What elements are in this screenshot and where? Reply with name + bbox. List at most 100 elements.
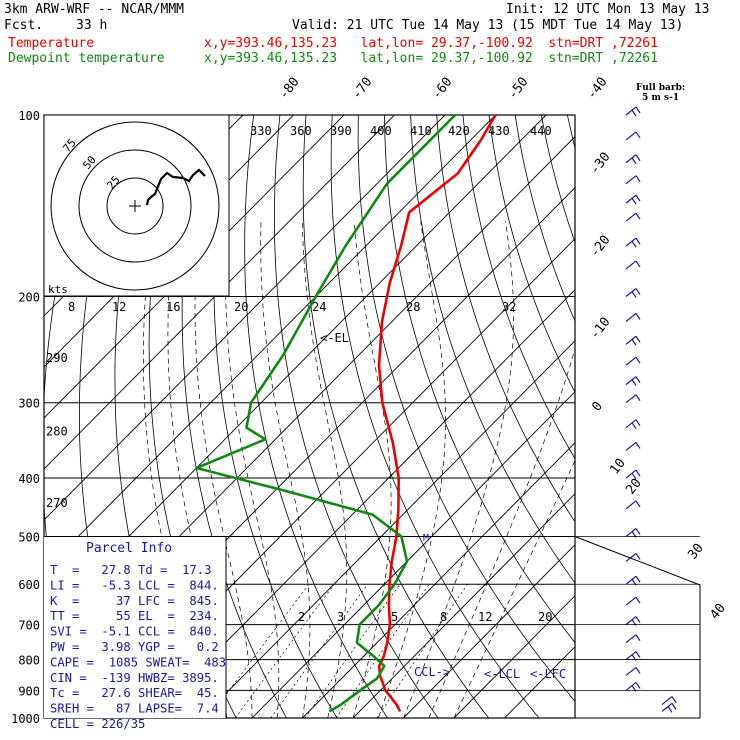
wind-barb bbox=[625, 376, 641, 386]
isotherm-line bbox=[302, 442, 575, 718]
pressure-tick-label: 600 bbox=[18, 578, 40, 592]
mixing-ratio-line bbox=[235, 583, 335, 718]
pressure-tick-label: 700 bbox=[18, 619, 40, 633]
isotherm-label: 0 bbox=[589, 399, 606, 414]
valid-time: Valid: 21 UTC Tue 14 May 13 (15 MDT Tue … bbox=[292, 18, 684, 33]
parcel-info-row: CELL = 226/35 bbox=[50, 717, 145, 731]
dry-adiabat bbox=[273, 115, 439, 718]
isotherm-line bbox=[504, 646, 575, 718]
isotherm-label: 40 bbox=[707, 601, 728, 623]
init-time: Init: 12 UTC Mon 13 May 13 bbox=[506, 2, 710, 17]
wind-barb bbox=[625, 596, 641, 606]
isotherm-line bbox=[251, 391, 575, 718]
dry-adiabat bbox=[567, 115, 575, 150]
parcel-info-title: Parcel Info bbox=[86, 541, 172, 556]
dry-adiabat bbox=[462, 115, 575, 460]
mixing-ratio-label: 3 bbox=[337, 610, 344, 624]
moist-adiabat bbox=[194, 221, 253, 718]
wind-barb bbox=[625, 666, 641, 676]
wind-barb bbox=[625, 260, 641, 270]
isotherm-label: -80 bbox=[276, 75, 302, 103]
isotherm-line bbox=[44, 115, 395, 470]
theta-label: 390 bbox=[330, 124, 352, 138]
theta-label: 400 bbox=[370, 124, 392, 138]
isotherm-label: -40 bbox=[584, 75, 610, 103]
parcel-info-row: PW = 3.98 YGP = 0.2 bbox=[50, 640, 219, 654]
wind-barb bbox=[625, 313, 641, 322]
wind-barb bbox=[625, 394, 641, 404]
mixing-ratio-label: 12 bbox=[478, 610, 492, 624]
wind-barb bbox=[661, 702, 677, 713]
level-marker: M bbox=[423, 533, 429, 544]
isotherm-line bbox=[44, 115, 345, 419]
dewpoint-legend: Dewpoint temperature bbox=[8, 51, 165, 66]
barb-legend-value: 5 m s-1 bbox=[642, 93, 680, 103]
wind-barb bbox=[625, 131, 641, 141]
theta-label: 430 bbox=[488, 124, 510, 138]
dry-adiabat bbox=[436, 115, 575, 523]
theta-label: 280 bbox=[46, 425, 68, 439]
dry-adiabat bbox=[620, 115, 740, 718]
theta-label: 440 bbox=[530, 124, 552, 138]
isotherm-line bbox=[201, 340, 575, 718]
temperature-profile bbox=[377, 114, 497, 712]
moist-adiabat bbox=[428, 347, 575, 718]
wind-barb bbox=[625, 154, 641, 165]
pressure-tick-label: 500 bbox=[18, 530, 40, 544]
dry-adiabat bbox=[540, 115, 575, 244]
dry-adiabat bbox=[594, 115, 740, 718]
pressure-tick-label: 800 bbox=[18, 654, 40, 668]
wind-barb bbox=[625, 419, 641, 429]
parcel-info-row: T = 27.8 Td = 17.3 bbox=[50, 563, 211, 577]
dry-adiabat bbox=[410, 115, 575, 584]
wind-barb bbox=[625, 212, 641, 222]
plot-frame bbox=[43, 114, 576, 719]
forecast-label: Fcst. bbox=[4, 18, 44, 33]
barb-legend-title: Full barb: bbox=[636, 83, 686, 93]
isotherm-label: 30 bbox=[685, 541, 706, 563]
theta-label: 410 bbox=[410, 124, 432, 138]
isotherm-label: -50 bbox=[505, 75, 531, 103]
isotherm-label: -70 bbox=[349, 75, 375, 103]
mixing-ratio-label: 16 bbox=[166, 300, 180, 314]
pressure-tick-label: 100 bbox=[18, 109, 40, 123]
theta-label: 290 bbox=[46, 351, 68, 365]
parcel-info-box bbox=[44, 537, 226, 718]
isotherm-label: -30 bbox=[587, 150, 613, 178]
level-annotation: <-EL bbox=[320, 331, 349, 345]
temperature-location: x,y=393.46,135.23 lat,lon= 29.37,-100.92… bbox=[204, 36, 658, 51]
isotherm-label: 10 bbox=[607, 456, 628, 478]
level-annotation: <-LCL bbox=[484, 667, 520, 681]
wind-barb bbox=[625, 634, 641, 644]
dry-adiabat bbox=[244, 115, 388, 718]
dry-adiabat bbox=[302, 115, 489, 718]
theta-label: 360 bbox=[290, 124, 312, 138]
mixing-ratio-label: 28 bbox=[406, 300, 420, 314]
hodograph-trace bbox=[145, 168, 206, 206]
theta-label: 270 bbox=[46, 496, 68, 510]
wind-barb bbox=[661, 696, 677, 706]
temperature-legend: Temperature bbox=[8, 36, 95, 51]
dry-adiabat bbox=[213, 115, 338, 718]
pressure-tick-label: 1000 bbox=[11, 712, 40, 726]
isotherm-label: -60 bbox=[429, 75, 455, 103]
parcel-info-row: SREH = 87 LAPSE= 7.4 bbox=[50, 702, 219, 716]
dewpoint-profile bbox=[195, 114, 457, 713]
moist-adiabat bbox=[260, 221, 311, 718]
parcel-info-row: Tc = 27.6 SHEAR= 45. bbox=[50, 686, 219, 700]
mixing-ratio-label: 20 bbox=[234, 300, 248, 314]
hodograph-ring bbox=[106, 177, 164, 235]
forecast-hour: 33 h bbox=[76, 18, 108, 33]
dry-adiabat bbox=[488, 115, 575, 394]
wind-barb bbox=[625, 552, 641, 562]
level-annotation: CCL-> bbox=[414, 665, 450, 679]
isotherm-label: -10 bbox=[587, 315, 613, 343]
isotherm-label: -20 bbox=[587, 233, 613, 261]
isotherm-line bbox=[44, 115, 446, 521]
parcel-info-row: CAPE = 1085 SWEAT= 483 bbox=[50, 655, 226, 669]
wind-barb bbox=[625, 237, 641, 248]
wind-barb bbox=[625, 194, 641, 205]
theta-label: 330 bbox=[250, 124, 272, 138]
